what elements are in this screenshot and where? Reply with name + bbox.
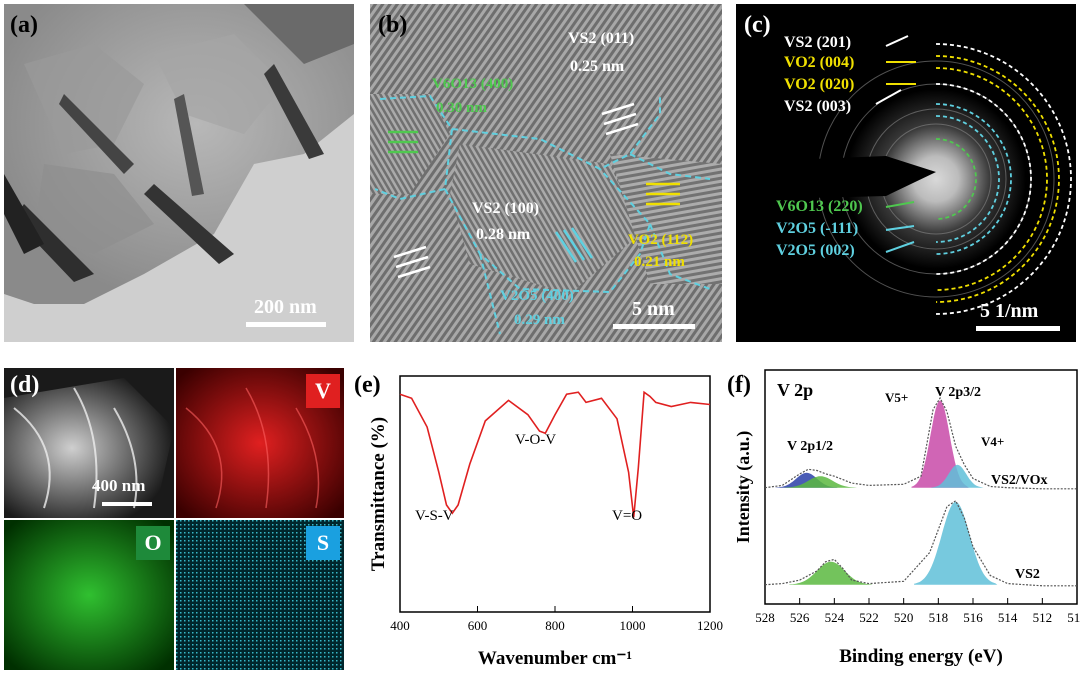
xps-fit-peak-v2p12-v4	[784, 476, 857, 488]
xps-plot-frame	[764, 369, 1078, 605]
xps-x-tick-label: 524	[825, 610, 845, 625]
xps-series-vs2	[764, 499, 1077, 587]
xps-fit-peak-v5	[911, 400, 969, 488]
xps-x-tick-label: 520	[894, 610, 914, 625]
panel-d-vanadium-map: V	[176, 368, 344, 518]
ftir-x-tick-label: 600	[468, 618, 488, 633]
panel-b-hrtem-image: (b) VS2 (011) 0.25 nm V6O13 (400) 0.30 n…	[370, 4, 722, 342]
xps-sample-top-label: VS2/VOx	[991, 473, 1048, 488]
xps-x-tick-label: 516	[963, 610, 983, 625]
ftir-x-axis-label: Wavenumber cm⁻¹	[478, 648, 632, 669]
ftir-x-tick-label: 400	[390, 618, 410, 633]
ring-label-vo2-004: VO2 (004)	[784, 54, 855, 71]
scale-text-d: 400 nm	[92, 476, 146, 495]
v2o5-400-spacing-label: 0.29 nm	[514, 312, 565, 328]
vs2-100-spacing-label: 0.28 nm	[476, 226, 531, 243]
xps-x-tick-label: 518	[929, 610, 949, 625]
panel-label-d: (d)	[10, 372, 40, 398]
ftir-x-tick-label: 800	[545, 618, 565, 633]
xps-x-tick-label: 528	[755, 610, 775, 625]
panel-e-ftir-chart: 400 600 800 1000 1200 V-S-V V-O-V V=O Transm…	[350, 362, 725, 677]
panel-label-c: (c)	[744, 12, 771, 38]
ftir-peak-label-vsv: V-S-V	[415, 508, 454, 524]
xps-p32-label: V 2p3/2	[935, 385, 981, 400]
xps-x-tick-label: 514	[998, 610, 1018, 625]
panel-f-xps-chart: 528 526 524 522 520 518 516 514 512 510 V 2p V 2p…	[725, 362, 1080, 677]
scale-bar-d	[102, 502, 152, 506]
ring-label-vo2-020: VO2 (020)	[784, 76, 855, 93]
ftir-peak-label-vov: V-O-V	[515, 432, 556, 448]
ring-label-vs2-003: VS2 (003)	[784, 98, 852, 115]
xps-fit-peak-vs2-p12	[789, 561, 873, 585]
vo2-112-phase-label: VO2 (112)	[628, 232, 694, 248]
xps-v5-label: V5+	[885, 390, 908, 405]
scale-bar-a	[246, 322, 326, 327]
vs2-100-phase-label: VS2 (100)	[472, 200, 540, 217]
scale-text-c: 5 1/nm	[980, 300, 1039, 322]
vs2-011-spacing-label: 0.25 nm	[570, 58, 625, 75]
element-label-s: S	[306, 526, 340, 560]
scale-bar-c	[976, 326, 1060, 331]
xps-fit-peak-v4	[931, 464, 984, 488]
xps-y-axis-label: Intensity (a.u.)	[733, 431, 754, 544]
vs2-011-phase-label: VS2 (011)	[568, 30, 635, 47]
scale-text-b: 5 nm	[632, 298, 675, 320]
v6o13-400-phase-label: V6O13 (400)	[432, 76, 514, 92]
xps-fit-peak-vs2-p32	[914, 501, 998, 585]
xps-x-axis-label: Binding energy (eV)	[839, 646, 1003, 667]
ftir-peak-label-vo: V=O	[612, 508, 642, 524]
ring-label-vs2-201: VS2 (201)	[784, 34, 852, 51]
xps-x-tick-label: 512	[1033, 610, 1053, 625]
xps-x-tick-label: 510	[1067, 610, 1080, 625]
panel-label-f: (f)	[727, 372, 751, 398]
xps-title: V 2p	[777, 380, 813, 400]
xps-x-tick-label: 526	[790, 610, 810, 625]
xps-x-tick-label: 522	[859, 610, 879, 625]
ftir-series-line	[399, 390, 711, 518]
vo2-112-spacing-label: 0.21 nm	[634, 254, 685, 270]
panel-label-a: (a)	[10, 12, 38, 38]
ftir-x-tick-label: 1000	[620, 618, 646, 633]
panel-label-b: (b)	[378, 12, 408, 38]
tem-image-a	[4, 4, 354, 342]
xps-v4-label: V4+	[981, 434, 1004, 449]
xps-series-vs2-vox	[764, 396, 1077, 490]
ftir-y-axis-label: Transmittance (%)	[368, 417, 389, 571]
hrtem-image-b	[370, 4, 722, 342]
ftir-x-tick-label: 1200	[697, 618, 723, 633]
ftir-plot: 400 600 800 1000 1200 V-S-V V-O-V V=O Transm…	[368, 375, 723, 669]
panel-d-oxygen-map: O	[4, 520, 174, 670]
haadf-image-d	[4, 368, 174, 518]
element-label-v: V	[306, 374, 340, 408]
panel-label-e: (e)	[354, 372, 381, 398]
xps-plot: 528 526 524 522 520 518 516 514 512 510 V 2p V 2p…	[733, 369, 1080, 667]
panel-d-sulfur-map: S	[176, 520, 344, 670]
ftir-plot-frame	[399, 375, 711, 613]
saed-pattern-c	[736, 35, 1072, 315]
panel-a-tem-image: (a) 200 nm	[4, 4, 354, 342]
v6o13-400-spacing-label: 0.30 nm	[436, 100, 487, 116]
scale-text-a: 200 nm	[254, 296, 317, 318]
ring-label-v6o13-220: V6O13 (220)	[776, 198, 863, 215]
element-label-o: O	[136, 526, 170, 560]
panel-c-saed-pattern: (c) VS2 (201) VO2 (004) VO2 (020) VS2 (0…	[736, 4, 1076, 342]
xps-p12-label: V 2p1/2	[787, 439, 833, 454]
panel-d-haadf-tile: (d) 400 nm	[4, 368, 174, 518]
xps-sample-bottom-label: VS2	[1015, 567, 1040, 582]
ring-label-v2o5-111: V2O5 (-111)	[776, 220, 859, 237]
ring-label-v2o5-002: V2O5 (002)	[776, 242, 855, 259]
scale-bar-b	[613, 324, 695, 329]
v2o5-400-phase-label: V2O5 (400)	[500, 288, 574, 304]
